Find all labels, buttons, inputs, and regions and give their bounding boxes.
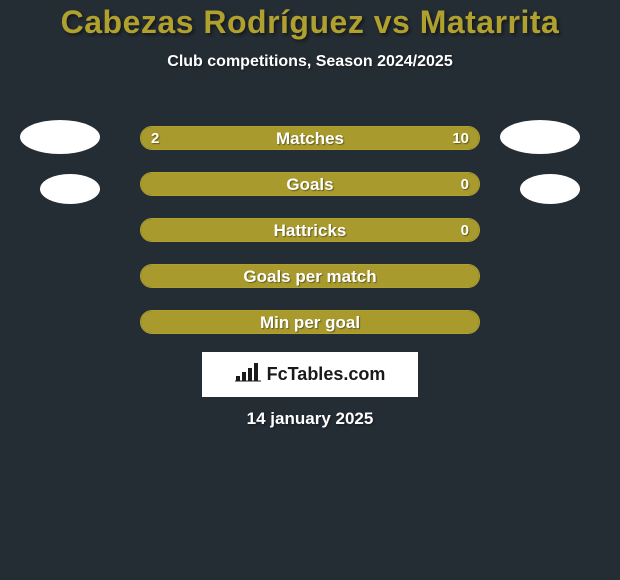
stat-row: Goals per match (140, 264, 480, 288)
date-label: 14 january 2025 (0, 409, 620, 429)
stat-label: Hattricks (141, 219, 479, 242)
stat-value-right: 10 (442, 127, 479, 150)
stat-row: Matches2 10 (140, 126, 480, 150)
player-right-avatar-1 (500, 120, 580, 154)
source-badge: FcTables.com (202, 352, 418, 397)
stat-label: Goals (141, 173, 479, 196)
stat-label: Matches (141, 127, 479, 150)
player-right-avatar-2 (520, 174, 580, 204)
stat-value-left: 2 (141, 127, 169, 150)
stat-label: Goals per match (141, 265, 479, 288)
stat-row: Min per goal (140, 310, 480, 334)
stats-bars: Matches210Goals0Hattricks0Goals per matc… (140, 126, 480, 356)
stat-row: Goals0 (140, 172, 480, 196)
stat-label: Min per goal (141, 311, 479, 334)
stat-row: Hattricks0 (140, 218, 480, 242)
stat-value-right: 0 (451, 173, 479, 196)
source-label: FcTables.com (267, 364, 386, 385)
page-title: Cabezas Rodríguez vs Matarrita (0, 0, 620, 41)
comparison-card: Cabezas Rodríguez vs Matarrita Club comp… (0, 0, 620, 580)
bars-icon (235, 362, 261, 387)
stat-value-right: 0 (451, 219, 479, 242)
player-left-avatar-2 (40, 174, 100, 204)
player-left-avatar-1 (20, 120, 100, 154)
subtitle: Club competitions, Season 2024/2025 (0, 53, 620, 71)
